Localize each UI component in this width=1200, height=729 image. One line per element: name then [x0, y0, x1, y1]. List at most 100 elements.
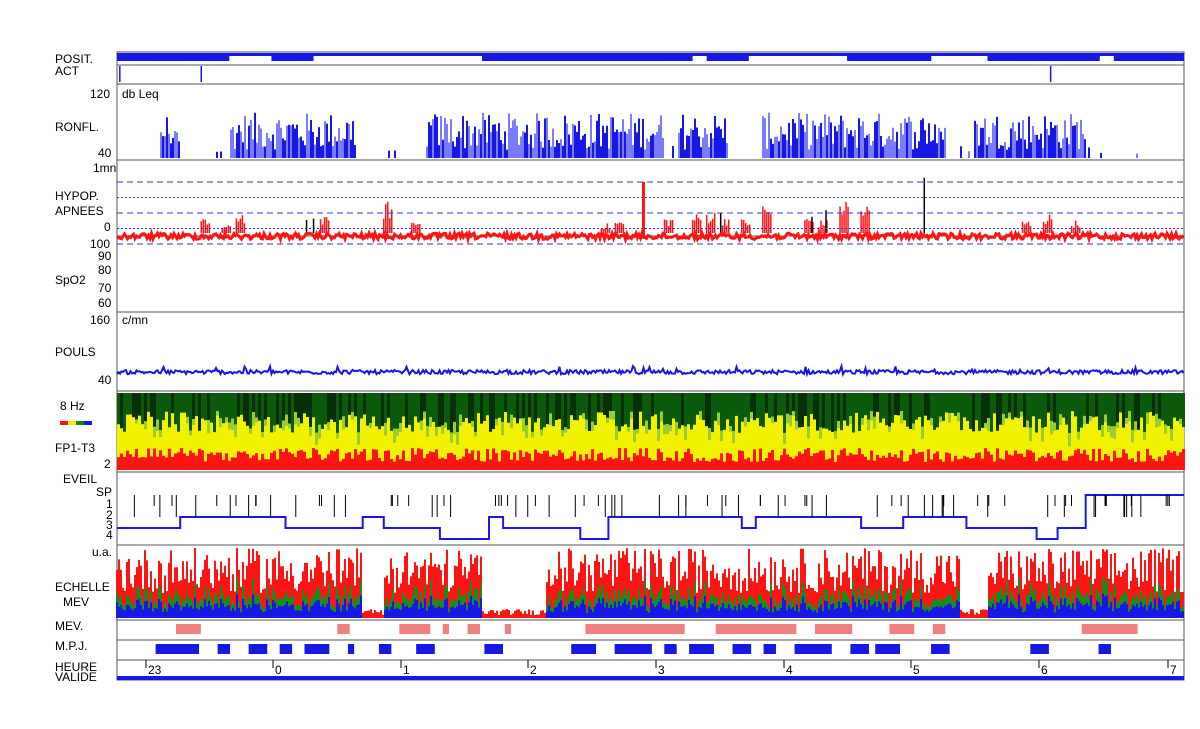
spectrogram-low-band	[222, 459, 225, 470]
spectrogram-low-band	[294, 456, 297, 470]
spectrogram-high-band	[909, 393, 912, 429]
spectrogram-low-band	[606, 458, 609, 470]
spectrogram-high-band	[798, 393, 801, 428]
spectrogram-mid-band	[645, 420, 648, 434]
spectrogram-low-band	[213, 455, 216, 470]
spectrogram-high-band	[132, 393, 135, 418]
spectrogram-low-band	[1026, 449, 1029, 470]
spectrogram-high-band	[135, 393, 138, 420]
spectrogram-high-band	[1050, 393, 1053, 422]
spectrogram-high-band	[912, 393, 915, 424]
spectrogram-high-band	[501, 393, 504, 423]
spectrogram-low-band	[726, 452, 729, 470]
spectrogram-low-band	[351, 458, 354, 470]
spectrogram-high-band	[396, 393, 399, 429]
spectrogram-low-band	[378, 458, 381, 470]
spectrogram-high-band	[534, 393, 537, 423]
spectrogram-low-band	[978, 452, 981, 470]
mpj-event-17	[875, 644, 901, 654]
spectrogram-high-band	[441, 393, 444, 426]
spectrogram-high-band	[804, 393, 807, 416]
spectrogram-mid-band	[720, 430, 723, 442]
spectrogram-mid-band	[861, 418, 864, 425]
spectrogram-high-band	[639, 393, 642, 412]
spectrogram-mid-band	[699, 411, 702, 420]
spectrum-legend-red	[60, 421, 68, 425]
spectrogram-low-band	[321, 459, 324, 470]
spo2-line	[116, 227, 1185, 245]
spectrogram-low-band	[450, 452, 453, 470]
mpj-event-18	[931, 644, 950, 654]
spectrogram-high-band	[297, 393, 300, 418]
spectrogram-low-band	[309, 457, 312, 470]
spectrogram-high-band	[276, 393, 279, 425]
spectrogram-high-band	[663, 393, 666, 425]
spectrogram-high-band	[198, 393, 201, 431]
mpj-event-1	[217, 644, 231, 654]
spectrogram-high-band	[1092, 393, 1095, 418]
spectrogram-low-band	[510, 459, 513, 470]
x-tick-label: 5	[913, 663, 920, 677]
spectrogram-high-band	[426, 393, 429, 427]
label-ronfl: RONFL.	[55, 120, 99, 134]
spectrogram-high-band	[306, 393, 309, 418]
spectrogram-high-band	[1086, 393, 1089, 424]
spectrogram-low-band	[246, 454, 249, 470]
spectrogram-low-band	[1110, 461, 1113, 470]
spectrogram-mid-band	[501, 422, 504, 436]
spectrogram-mid-band	[771, 416, 774, 424]
spectrogram-high-band	[1122, 393, 1125, 428]
spectrogram-low-band	[654, 460, 657, 470]
mpj-event-7	[416, 644, 435, 654]
spectrogram-low-band	[798, 451, 801, 470]
spectrogram-low-band	[591, 449, 594, 470]
spectrogram-mid-band	[288, 423, 291, 429]
spectrogram-high-band	[399, 393, 402, 424]
spectrogram-mid-band	[1053, 422, 1056, 431]
spectrogram-high-band	[252, 393, 255, 412]
spectrogram-high-band	[1041, 393, 1044, 428]
spectrogram-low-band	[537, 452, 540, 470]
spectrogram-low-band	[864, 456, 867, 470]
spectrogram-high-band	[549, 393, 552, 414]
spectrogram-high-band	[1179, 393, 1182, 419]
x-axis-ticks: 23 0 1 2 3 4 5 6 7	[145, 660, 1177, 677]
stage-label-3: 3	[106, 518, 113, 532]
spectrogram-low-band	[1152, 458, 1155, 470]
spectrogram-low-band	[459, 458, 462, 470]
spectrogram-high-band	[834, 393, 837, 432]
spectrogram-low-band	[1005, 450, 1008, 470]
spectrogram-high-band	[741, 393, 744, 422]
spectrogram-high-band	[258, 393, 261, 421]
spectrogram-high-band	[438, 393, 441, 427]
spectrogram-high-band	[930, 393, 933, 419]
spectrogram-high-band	[1176, 393, 1179, 421]
spectrogram-low-band	[555, 456, 558, 470]
spectrogram-low-band	[237, 451, 240, 470]
spectrogram-low-band	[1146, 448, 1149, 470]
spectrogram-high-band	[990, 393, 993, 432]
spectrogram-mid-band	[297, 417, 300, 427]
spectrogram-mid-band	[153, 426, 156, 438]
spectrogram-high-band	[273, 393, 276, 426]
spectrogram-low-band	[198, 448, 201, 470]
spectrogram-mid-band	[1083, 415, 1086, 425]
spectrogram-high-band	[492, 393, 495, 430]
spectrogram-low-band	[945, 452, 948, 470]
spo2-tick-70: 70	[98, 281, 112, 295]
spectrogram-high-band	[717, 393, 720, 413]
spectrogram-low-band	[759, 448, 762, 470]
spectrogram-mid-band	[273, 425, 276, 432]
spectrogram-low-band	[372, 449, 375, 470]
mev-event-1	[337, 624, 350, 634]
spectrogram-high-band	[543, 393, 546, 428]
spectrogram-mid-band	[609, 411, 612, 420]
spectrogram-high-band	[699, 393, 702, 412]
spectrogram-high-band	[1047, 393, 1050, 413]
label-hypop: HYPOP.	[55, 189, 99, 203]
spectrogram-high-band	[999, 393, 1002, 425]
spectrogram-high-band	[696, 393, 699, 415]
spectrogram-high-band	[507, 393, 510, 423]
spectrogram-low-band	[1047, 453, 1050, 470]
spectrogram-high-band	[450, 393, 453, 433]
